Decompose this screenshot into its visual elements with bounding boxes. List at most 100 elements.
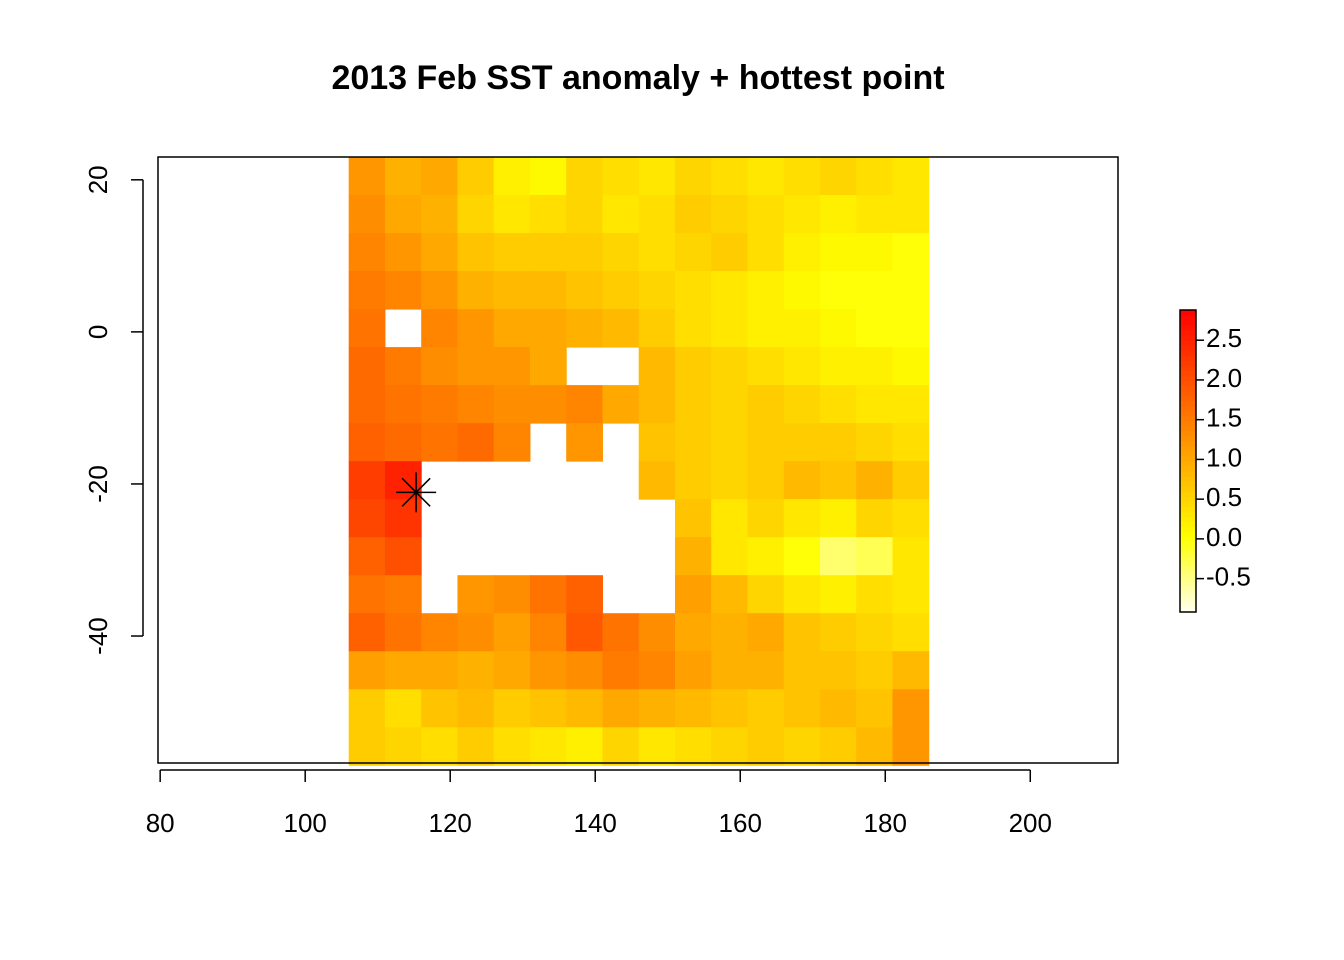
asterisk-stroke bbox=[401, 477, 431, 507]
colorbar-swatch bbox=[1180, 350, 1196, 356]
heat-cell bbox=[602, 613, 640, 652]
heat-cell bbox=[384, 575, 422, 614]
heat-cell bbox=[674, 423, 712, 462]
heat-cell bbox=[566, 271, 603, 310]
heat-cell bbox=[856, 651, 894, 690]
heat-cell bbox=[674, 461, 712, 500]
heat-cell bbox=[493, 157, 531, 196]
heat-cell bbox=[348, 461, 386, 500]
heat-cell bbox=[747, 233, 785, 272]
heat-cell bbox=[711, 385, 748, 424]
heat-cell bbox=[638, 651, 676, 690]
heat-cell bbox=[711, 423, 748, 462]
heat-cell bbox=[566, 689, 603, 728]
heat-cell bbox=[674, 347, 712, 386]
colorbar-swatch bbox=[1180, 430, 1196, 437]
heat-cell bbox=[529, 689, 567, 728]
heat-cell bbox=[892, 309, 930, 348]
heat-cell bbox=[674, 575, 712, 614]
heat-cell bbox=[529, 233, 567, 272]
heat-cell bbox=[783, 385, 821, 424]
colorbar-swatch bbox=[1180, 541, 1196, 548]
heat-cell bbox=[674, 537, 712, 576]
heat-cell bbox=[819, 575, 857, 614]
heat-cell bbox=[421, 157, 458, 196]
heat-cell bbox=[856, 689, 894, 728]
heat-cell bbox=[384, 689, 422, 728]
heat-cell bbox=[856, 461, 894, 500]
heat-cell bbox=[638, 461, 676, 500]
heat-cell bbox=[348, 309, 386, 348]
heat-cell bbox=[783, 157, 821, 196]
colorbar-swatch bbox=[1180, 390, 1196, 397]
heat-cell bbox=[348, 423, 386, 462]
colorbar-swatch bbox=[1180, 400, 1196, 407]
heat-cell bbox=[819, 689, 857, 728]
heat-cell bbox=[892, 651, 930, 690]
heat-cell bbox=[674, 727, 712, 766]
heat-cell bbox=[892, 347, 930, 386]
heat-cell bbox=[856, 157, 894, 196]
colorbar-swatch bbox=[1180, 471, 1196, 477]
heat-cell bbox=[384, 727, 422, 766]
colorbar-swatch bbox=[1180, 425, 1196, 432]
heat-cell bbox=[747, 537, 785, 576]
heat-cell bbox=[602, 385, 640, 424]
heat-cell bbox=[384, 157, 422, 196]
colorbar-swatch bbox=[1180, 375, 1196, 381]
heat-cell bbox=[566, 195, 603, 234]
heat-cell bbox=[783, 309, 821, 348]
heat-cell bbox=[421, 613, 458, 652]
heat-cell bbox=[711, 271, 748, 310]
heat-cell bbox=[529, 385, 567, 424]
heat-cell bbox=[457, 423, 495, 462]
heat-cell bbox=[747, 461, 785, 500]
heat-cell bbox=[819, 309, 857, 348]
colorbar-swatch bbox=[1180, 450, 1196, 457]
heat-cell bbox=[602, 195, 640, 234]
colorbar-swatch bbox=[1180, 576, 1196, 583]
heat-cell bbox=[819, 537, 857, 576]
heat-cell bbox=[819, 233, 857, 272]
heat-cell bbox=[783, 575, 821, 614]
colorbar-swatch bbox=[1180, 370, 1196, 376]
heat-cell bbox=[348, 347, 386, 386]
heat-cell bbox=[819, 347, 857, 386]
heat-cell bbox=[602, 157, 640, 196]
heat-cell bbox=[892, 385, 930, 424]
heat-cell bbox=[747, 195, 785, 234]
heat-cell bbox=[529, 575, 567, 614]
colorbar-swatch bbox=[1180, 591, 1196, 598]
colorbar-swatch bbox=[1180, 571, 1196, 578]
heat-cell bbox=[711, 157, 748, 196]
heat-cell bbox=[493, 727, 531, 766]
heat-cell bbox=[711, 689, 748, 728]
colorbar-swatch bbox=[1180, 521, 1196, 527]
heat-cell bbox=[348, 689, 386, 728]
colorbar-swatch bbox=[1180, 476, 1196, 482]
plot-frame bbox=[157, 156, 1119, 764]
heat-cell bbox=[529, 195, 567, 234]
heat-cell bbox=[783, 651, 821, 690]
heat-cell bbox=[892, 689, 930, 728]
heat-cell bbox=[783, 233, 821, 272]
colorbar-swatch bbox=[1180, 601, 1196, 608]
heat-cell bbox=[674, 651, 712, 690]
y-tick-label: -40 bbox=[83, 617, 113, 655]
heat-cell bbox=[421, 689, 458, 728]
heat-cell bbox=[892, 195, 930, 234]
heat-cell bbox=[711, 575, 748, 614]
colorbar-swatch bbox=[1180, 531, 1196, 537]
heat-cell bbox=[783, 537, 821, 576]
heat-cell bbox=[711, 309, 748, 348]
heat-cell bbox=[783, 423, 821, 462]
heat-cell bbox=[457, 271, 495, 310]
colorbar-swatch bbox=[1180, 310, 1196, 316]
y-tick-label: 20 bbox=[83, 165, 113, 194]
heat-cell bbox=[529, 309, 567, 348]
heat-cell bbox=[638, 385, 676, 424]
heat-cell bbox=[819, 613, 857, 652]
heat-cell bbox=[348, 157, 386, 196]
heat-cell bbox=[783, 347, 821, 386]
colorbar-swatch bbox=[1180, 395, 1196, 402]
